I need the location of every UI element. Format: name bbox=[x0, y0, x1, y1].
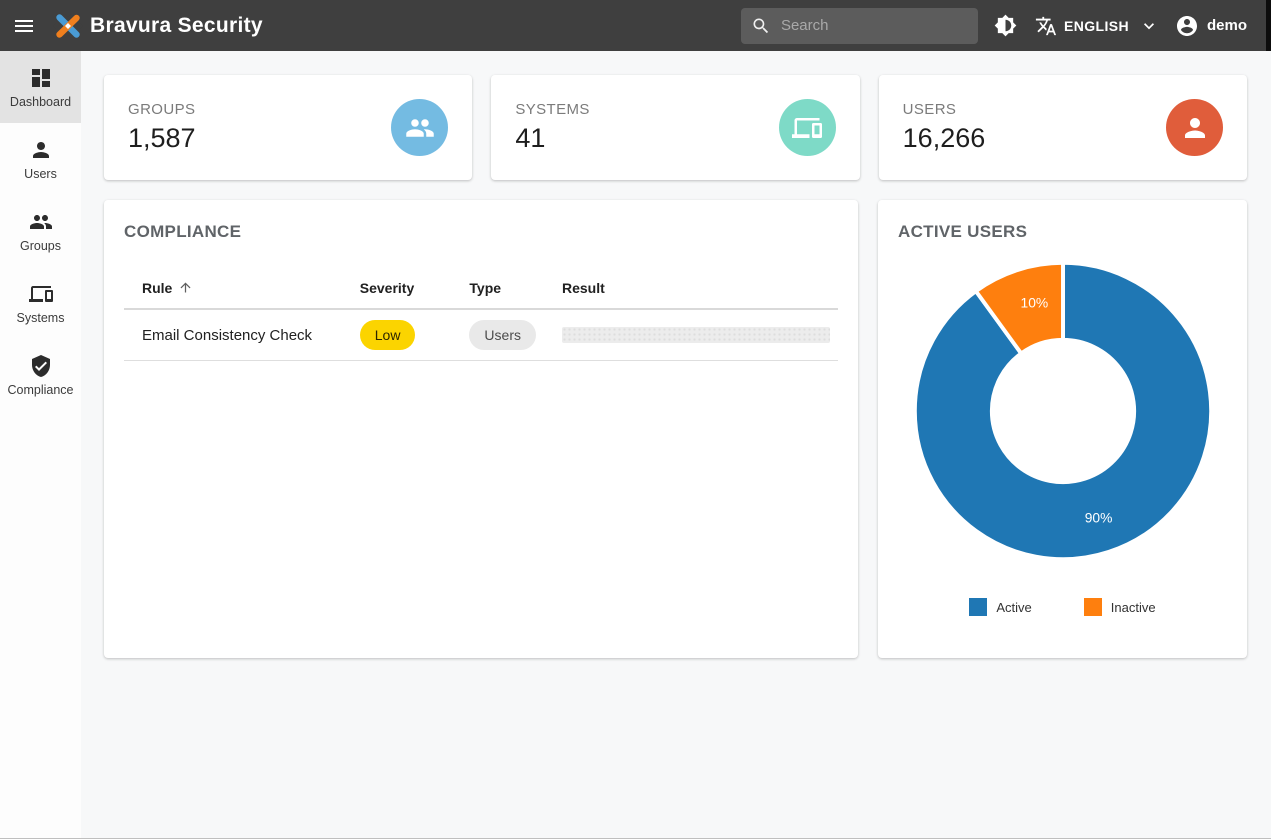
stats-row: GROUPS 1,587 SYSTEMS 41 USERS bbox=[104, 75, 1247, 180]
stat-value: 16,266 bbox=[902, 123, 986, 153]
active-users-panel: ACTIVE USERS 10% 90% Active bbox=[878, 200, 1247, 658]
panel-title: ACTIVE USERS bbox=[898, 222, 1028, 241]
sidebar-item-label: Dashboard bbox=[9, 94, 72, 109]
devices-icon bbox=[778, 99, 836, 156]
sidebar-item-systems[interactable]: Systems bbox=[0, 267, 81, 339]
theme-toggle-icon[interactable] bbox=[994, 14, 1017, 37]
stat-text: SYSTEMS 41 bbox=[515, 101, 778, 154]
shield-check-icon bbox=[31, 354, 50, 377]
stat-value: 1,587 bbox=[128, 123, 196, 153]
panels-row: COMPLIANCE Rule Severity Type Result bbox=[104, 200, 1247, 658]
table-row[interactable]: Email Consistency Check Low Users bbox=[124, 309, 838, 361]
column-header-type[interactable]: Type bbox=[451, 266, 544, 310]
result-loading-bar bbox=[562, 327, 830, 343]
stat-value: 41 bbox=[515, 123, 546, 153]
legend-swatch-inactive bbox=[1083, 598, 1102, 616]
sort-ascending-icon bbox=[172, 280, 193, 296]
donut-chart: 10% 90% bbox=[898, 248, 1227, 574]
sidebar-item-label: Users bbox=[24, 166, 57, 181]
translate-icon bbox=[1035, 15, 1057, 37]
group-icon bbox=[391, 99, 449, 156]
sidebar-item-dashboard[interactable]: Dashboard bbox=[0, 51, 81, 123]
rule-cell: Email Consistency Check bbox=[124, 309, 342, 361]
person-icon bbox=[32, 141, 49, 158]
stat-card-groups[interactable]: GROUPS 1,587 bbox=[104, 75, 473, 180]
dashboard-icon bbox=[31, 68, 50, 87]
slice-label-inactive: 10% bbox=[1020, 294, 1048, 310]
compliance-table: Rule Severity Type Result Email Consiste… bbox=[124, 266, 838, 361]
brand-title: Bravura Security bbox=[90, 13, 263, 37]
person-icon bbox=[1166, 99, 1223, 156]
sidebar-item-label: Compliance bbox=[7, 382, 74, 397]
menu-icon[interactable] bbox=[12, 14, 36, 38]
stat-label: USERS bbox=[902, 101, 957, 118]
account-menu[interactable]: demo bbox=[1175, 14, 1247, 38]
stat-card-systems[interactable]: SYSTEMS 41 bbox=[491, 75, 860, 180]
main-content: GROUPS 1,587 SYSTEMS 41 USERS bbox=[81, 51, 1271, 838]
search-box bbox=[740, 7, 978, 44]
sidebar-item-users[interactable]: Users bbox=[0, 123, 81, 195]
donut-slice-active[interactable] bbox=[912, 260, 1213, 562]
bravura-logo-icon bbox=[52, 10, 84, 42]
chevron-down-icon bbox=[1136, 16, 1159, 36]
language-selector[interactable]: ENGLISH bbox=[1035, 15, 1159, 37]
sidebar-item-groups[interactable]: Groups bbox=[0, 195, 81, 267]
devices-icon bbox=[28, 285, 53, 302]
legend-item-active[interactable]: Active bbox=[969, 598, 1032, 616]
column-header-severity[interactable]: Severity bbox=[341, 266, 452, 310]
username: demo bbox=[1206, 17, 1247, 34]
type-badge: Users bbox=[469, 320, 536, 350]
severity-cell: Low bbox=[341, 309, 452, 361]
sidebar-item-label: Groups bbox=[20, 238, 61, 253]
table-header-row: Rule Severity Type Result bbox=[124, 266, 838, 310]
panel-title: COMPLIANCE bbox=[124, 222, 242, 241]
type-cell: Users bbox=[451, 309, 544, 361]
legend-label: Inactive bbox=[1110, 599, 1156, 615]
account-circle-icon bbox=[1176, 15, 1197, 36]
slice-label-active: 90% bbox=[1084, 510, 1112, 526]
group-icon bbox=[29, 214, 52, 229]
sidebar: Dashboard Users Groups Systems Complianc… bbox=[0, 51, 81, 838]
stat-card-users[interactable]: USERS 16,266 bbox=[878, 75, 1247, 180]
topbar: Bravura Security ENGLISH demo bbox=[0, 0, 1271, 51]
search-input[interactable] bbox=[780, 17, 968, 34]
sidebar-item-label: Systems bbox=[16, 310, 65, 325]
column-header-result[interactable]: Result bbox=[544, 266, 838, 310]
stat-text: USERS 16,266 bbox=[903, 101, 1166, 154]
legend-label: Active bbox=[996, 599, 1032, 615]
brand[interactable]: Bravura Security bbox=[52, 10, 263, 42]
language-label: ENGLISH bbox=[1063, 17, 1129, 34]
stat-text: GROUPS 1,587 bbox=[128, 101, 391, 154]
window-edge bbox=[1266, 0, 1271, 51]
search-icon bbox=[753, 18, 769, 33]
stat-label: GROUPS bbox=[128, 101, 196, 118]
sidebar-item-compliance[interactable]: Compliance bbox=[0, 339, 81, 411]
column-header-rule[interactable]: Rule bbox=[124, 266, 342, 310]
severity-badge: Low bbox=[359, 320, 416, 350]
legend-item-inactive[interactable]: Inactive bbox=[1083, 598, 1156, 616]
donut-slice-inactive[interactable] bbox=[973, 260, 1065, 356]
legend-swatch-active bbox=[969, 598, 988, 616]
compliance-panel: COMPLIANCE Rule Severity Type Result bbox=[104, 200, 858, 658]
result-cell bbox=[544, 309, 838, 361]
stat-label: SYSTEMS bbox=[515, 101, 590, 118]
chart-legend: Active Inactive bbox=[898, 598, 1227, 616]
